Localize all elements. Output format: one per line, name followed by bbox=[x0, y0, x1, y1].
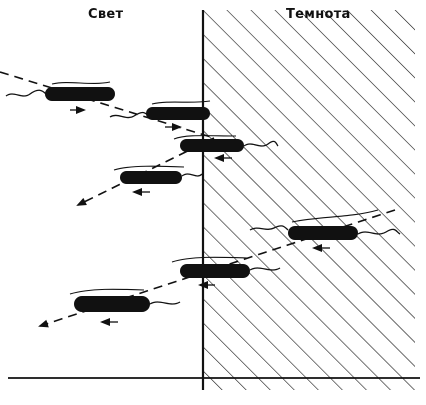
bacterium-3 bbox=[173, 135, 279, 162]
bacterium-4 bbox=[113, 165, 203, 196]
light-zone-label: Свет bbox=[88, 7, 124, 22]
bacterium-1 bbox=[5, 81, 115, 114]
dark-zone-label: Темнота bbox=[286, 7, 351, 22]
bacterium-7 bbox=[69, 288, 181, 326]
bacterium-6 bbox=[171, 256, 281, 289]
trajectory-incoming bbox=[0, 71, 215, 139]
trajectory-from-dark bbox=[204, 209, 396, 273]
bacterium-5 bbox=[249, 209, 401, 252]
bacterium-2 bbox=[109, 100, 211, 131]
dark-region bbox=[203, 10, 415, 390]
